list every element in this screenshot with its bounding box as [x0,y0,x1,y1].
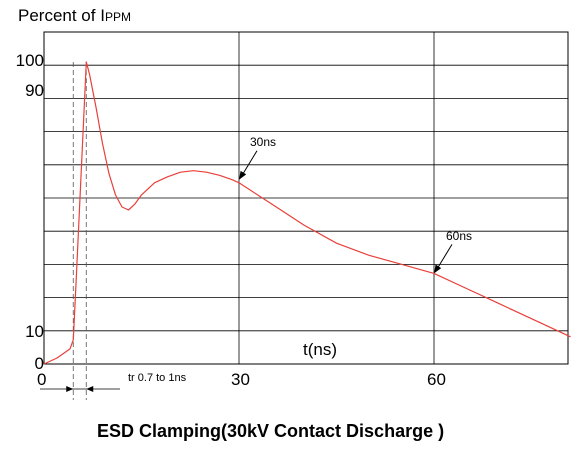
x-tick-label: 0 [37,370,47,389]
chart-title: ESD Clamping(30kV Contact Discharge ) [97,421,445,441]
rise-time-arrowhead [66,386,74,392]
x-tick-label: 30 [231,370,250,389]
x-tick-label: 60 [427,370,446,389]
y-tick-label: 100 [15,51,44,70]
annotation-arrowhead [434,264,442,274]
series-layer [43,61,571,365]
annotation-arrow-line [242,150,258,175]
y-tick-label: 10 [25,322,44,341]
x-axis-label: t(ns) [303,340,337,359]
annotation-arrows [239,150,453,274]
rise-time-markers [40,62,120,400]
annotation-arrow-line [437,244,453,268]
y-tick-label: 90 [25,81,44,100]
series-line [43,61,571,365]
annotation-arrowhead [239,170,247,180]
y-axis-label: Percent of IPPM [18,6,131,25]
y-tick-label: 0 [34,354,44,373]
rise-time-arrowhead [86,386,94,392]
rise-time-note: tr 0.7 to 1ns [128,372,187,384]
annotation-30ns: 30ns [250,135,277,149]
grid [43,31,569,365]
annotation-60ns: 60ns [446,229,473,243]
